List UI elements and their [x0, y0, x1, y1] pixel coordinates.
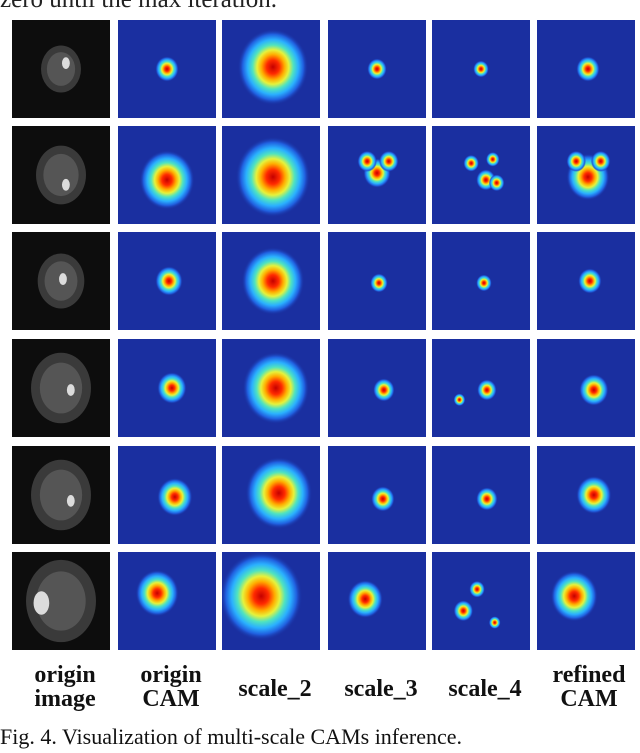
cam-heatmap — [118, 232, 216, 330]
cam-heatmap — [222, 552, 320, 650]
figure-caption: Fig. 4. Visualization of multi-scale CAM… — [0, 724, 463, 749]
cam-heatmap — [118, 126, 216, 224]
cam-heatmap — [328, 552, 426, 650]
cam-heatmap — [222, 339, 320, 437]
cam-heatmap — [432, 446, 530, 544]
cam-heatmap — [328, 20, 426, 118]
column-label-line: image — [34, 686, 96, 712]
mri-image — [12, 552, 110, 650]
column-label-line: refined — [552, 662, 626, 688]
column-label-line: origin — [140, 662, 202, 688]
cam-heatmap — [432, 126, 530, 224]
column-label-scale-4: scale_4 — [432, 677, 538, 701]
cam-heatmap — [537, 552, 635, 650]
column-label-line: scale_3 — [344, 676, 418, 702]
cam-heatmap — [328, 232, 426, 330]
cam-heatmap — [222, 232, 320, 330]
mri-image — [12, 446, 110, 544]
mri-image — [12, 20, 110, 118]
cam-heatmap — [118, 446, 216, 544]
cam-heatmap — [118, 339, 216, 437]
cam-heatmap — [537, 339, 635, 437]
column-label-scale-3: scale_3 — [328, 677, 434, 701]
cam-heatmap — [432, 552, 530, 650]
top-text: zero until the max iteration. — [0, 0, 277, 14]
column-label-line: scale_4 — [448, 676, 522, 702]
cam-heatmap — [328, 339, 426, 437]
column-label-origin-cam: origin CAM — [118, 663, 224, 711]
column-label-refined-cam: refined CAM — [536, 663, 640, 711]
mri-image — [12, 339, 110, 437]
column-label-line: origin — [34, 662, 96, 688]
column-label-line: scale_2 — [238, 676, 312, 702]
column-label-scale-2: scale_2 — [222, 677, 328, 701]
mri-image — [12, 232, 110, 330]
cam-heatmap — [222, 446, 320, 544]
cam-heatmap — [222, 20, 320, 118]
cam-heatmap — [432, 20, 530, 118]
cam-heatmap — [537, 20, 635, 118]
column-label-line: CAM — [560, 686, 618, 712]
cam-heatmap — [222, 126, 320, 224]
cam-heatmap — [537, 232, 635, 330]
cam-heatmap — [432, 339, 530, 437]
cam-heatmap — [537, 446, 635, 544]
cam-heatmap — [537, 126, 635, 224]
cam-heatmap — [118, 552, 216, 650]
column-label-line: CAM — [142, 686, 200, 712]
cam-heatmap — [432, 232, 530, 330]
cam-heatmap — [118, 20, 216, 118]
mri-image — [12, 126, 110, 224]
cam-heatmap — [328, 126, 426, 224]
column-label-origin-image: origin image — [12, 663, 118, 711]
cam-heatmap — [328, 446, 426, 544]
